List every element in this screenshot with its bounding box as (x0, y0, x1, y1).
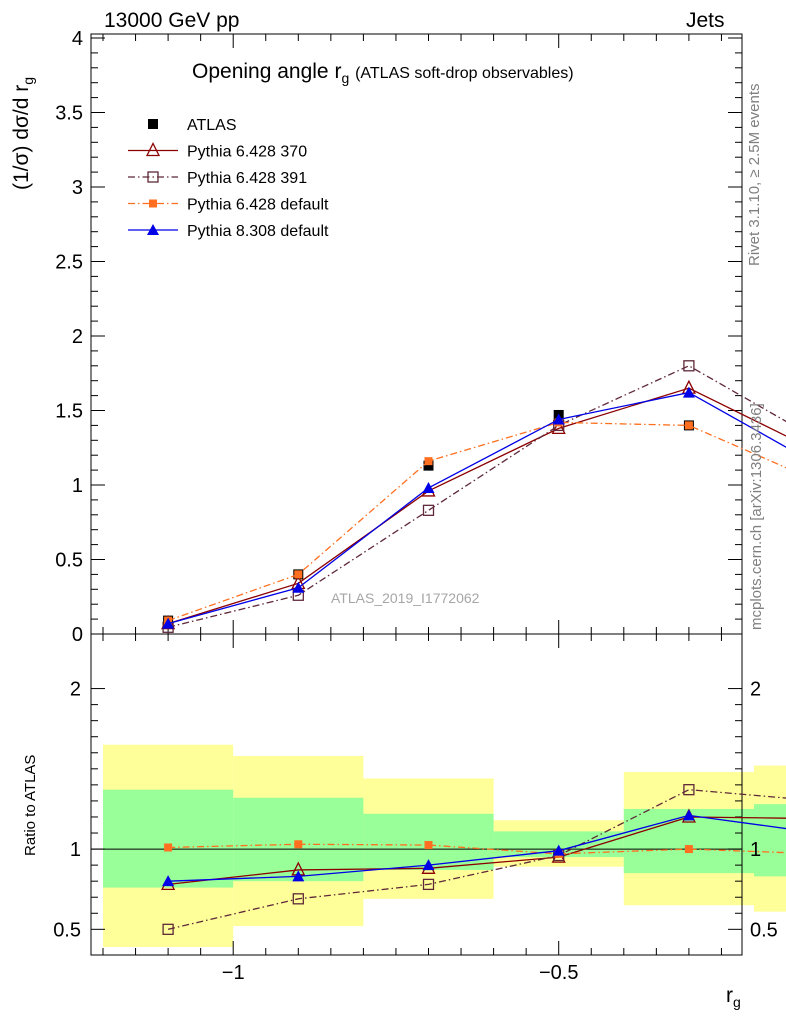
ratio-point-p8_default-3 (552, 844, 565, 856)
ratio-point-p8_default-0 (162, 875, 175, 887)
main-ytick-label-4: 2 (72, 326, 83, 348)
chart-title-extra: (ATLAS soft-drop observables) (355, 65, 574, 82)
band-inner-bin-5 (754, 804, 786, 877)
ratio-ytick-label-left-0: 0.5 (53, 919, 81, 941)
ratio-ytick-label-right-0: 0.5 (750, 919, 778, 941)
main-line-p8_default (167, 391, 786, 625)
rivet-label: Rivet 3.1.10, ≥ 2.5M events (746, 83, 763, 267)
ratio-xtick-label-1: −0.5 (539, 962, 578, 984)
chart-title-main: Opening angle r (192, 60, 342, 83)
legend-marker-atlas (148, 119, 158, 129)
ratio-line-p6_default (168, 843, 786, 855)
band-inner-bin-1 (233, 797, 364, 882)
main-ytick-label-0: 0 (72, 624, 83, 646)
legend-entry-p6_370: Pythia 6.428 370 (128, 142, 307, 161)
ratio-ytick-label-left-2: 2 (70, 679, 81, 701)
legend-entry-p6_default: Pythia 6.428 default (128, 197, 329, 214)
ratio-point-p6_default-2 (424, 841, 433, 850)
main-y-axis-label-text: (1/σ) dσ/d r (10, 84, 33, 190)
main-point-p6_default-2 (424, 457, 433, 466)
main-point-p8_default-1 (292, 581, 305, 593)
ratio-point-p8_default-4 (682, 809, 695, 821)
legend-label-atlas: ATLAS (187, 117, 237, 134)
ratio-ytick-label-left-1: 1 (70, 839, 81, 861)
main-ytick-label-3: 1.5 (55, 401, 83, 423)
header-left: 13000 GeV pp (104, 9, 240, 32)
main-point-p6_391-4 (683, 360, 695, 372)
legend-label-p6_391: Pythia 6.428 391 (187, 170, 307, 187)
series-layer (161, 360, 786, 935)
header-right: Jets (686, 9, 725, 32)
main-ytick-label-8: 4 (72, 28, 83, 50)
main-point-p6_391-2 (422, 504, 435, 516)
ratio-y-axis-label: Ratio to ATLAS (22, 755, 39, 856)
ratio-point-p8_default-1 (292, 870, 305, 882)
band-inner-bin-0 (103, 789, 234, 888)
legend-entry-p8_default: Pythia 8.308 default (128, 223, 329, 240)
main-point-p8_default-4 (682, 386, 695, 398)
ratio-ytick-label-right-1: 1 (750, 839, 761, 861)
main-y-axis-label-sub: g (20, 76, 37, 85)
ratio-ytick-label-right-2: 2 (750, 679, 761, 701)
main-point-p8_default-0 (162, 617, 175, 629)
main-ytick-label-5: 2.5 (55, 252, 83, 274)
ratio-point-p6_391-2 (422, 878, 435, 891)
x-axis-label-text: r (726, 984, 733, 1007)
main-point-p8_default-3 (552, 413, 565, 425)
ratio-point-p6_391-4 (683, 784, 695, 796)
x-axis-label: rg (726, 984, 741, 1010)
ratio-point-p6_default-0 (164, 843, 173, 852)
x-axis-label-sub: g (733, 994, 741, 1011)
main-point-atlas-2 (423, 460, 434, 471)
ratio-y-axis-label-text: Ratio to ATLAS (22, 754, 39, 856)
ratio-series-p8_default (162, 809, 786, 887)
ratio-line-p6_391 (167, 789, 786, 930)
main-line-p6_391 (167, 365, 786, 628)
main-ytick-label-2: 1 (72, 475, 83, 497)
main-y-axis-label: (1/σ) dσ/d rg (10, 77, 36, 190)
legend-label-p6_370: Pythia 6.428 370 (187, 144, 307, 161)
legend-entry-p6_391: Pythia 6.428 391 (128, 170, 307, 187)
ratio-line-p8_default (168, 814, 786, 882)
mcplots-label: mcplots.cern.ch [arXiv:1306.3436] (748, 403, 765, 630)
legend-label-p6_default: Pythia 6.428 default (187, 197, 329, 214)
ratio-point-p6_default-1 (294, 840, 303, 849)
main-ytick-label-6: 3 (72, 177, 83, 199)
ratio-point-p6_default-4 (684, 845, 693, 854)
ratio-point-p6_391-0 (162, 923, 174, 935)
ratio-line-p6_370 (168, 816, 786, 886)
ratio-xtick-label-0: −1 (222, 962, 245, 984)
main-line-p6_370 (167, 387, 786, 625)
legend-marker-p6_391 (147, 171, 159, 183)
main-point-p6_default-4 (684, 421, 693, 430)
chart-title: Opening angle rg (ATLAS soft-drop observ… (192, 60, 574, 86)
main-point-p8_default-2 (422, 481, 435, 493)
ratio-point-p8_default-2 (422, 859, 435, 871)
ratio-point-p6_391-1 (292, 893, 304, 905)
chart-title-sub: g (341, 70, 350, 87)
legend-marker-p8_default (147, 224, 159, 235)
main-line-p6_default (167, 421, 786, 622)
main-ytick-label-7: 3.5 (55, 103, 83, 125)
legend-label-p8_default: Pythia 8.308 default (187, 223, 329, 240)
analysis-watermark: ATLAS_2019_I1772062 (331, 590, 480, 606)
main-point-p6_default-1 (294, 570, 303, 579)
ratio-bands (103, 744, 786, 947)
main-ytick-label-1: 0.5 (55, 550, 83, 572)
legend-entry-atlas: ATLAS (148, 117, 237, 134)
legend-marker-p6_default (149, 199, 157, 208)
legend-marker-p6_370 (145, 142, 161, 157)
legend: ATLAS Pythia 6.428 370 Pythia 6.428 391 Pyt… (128, 117, 329, 240)
main-series-p8_default (162, 386, 786, 629)
